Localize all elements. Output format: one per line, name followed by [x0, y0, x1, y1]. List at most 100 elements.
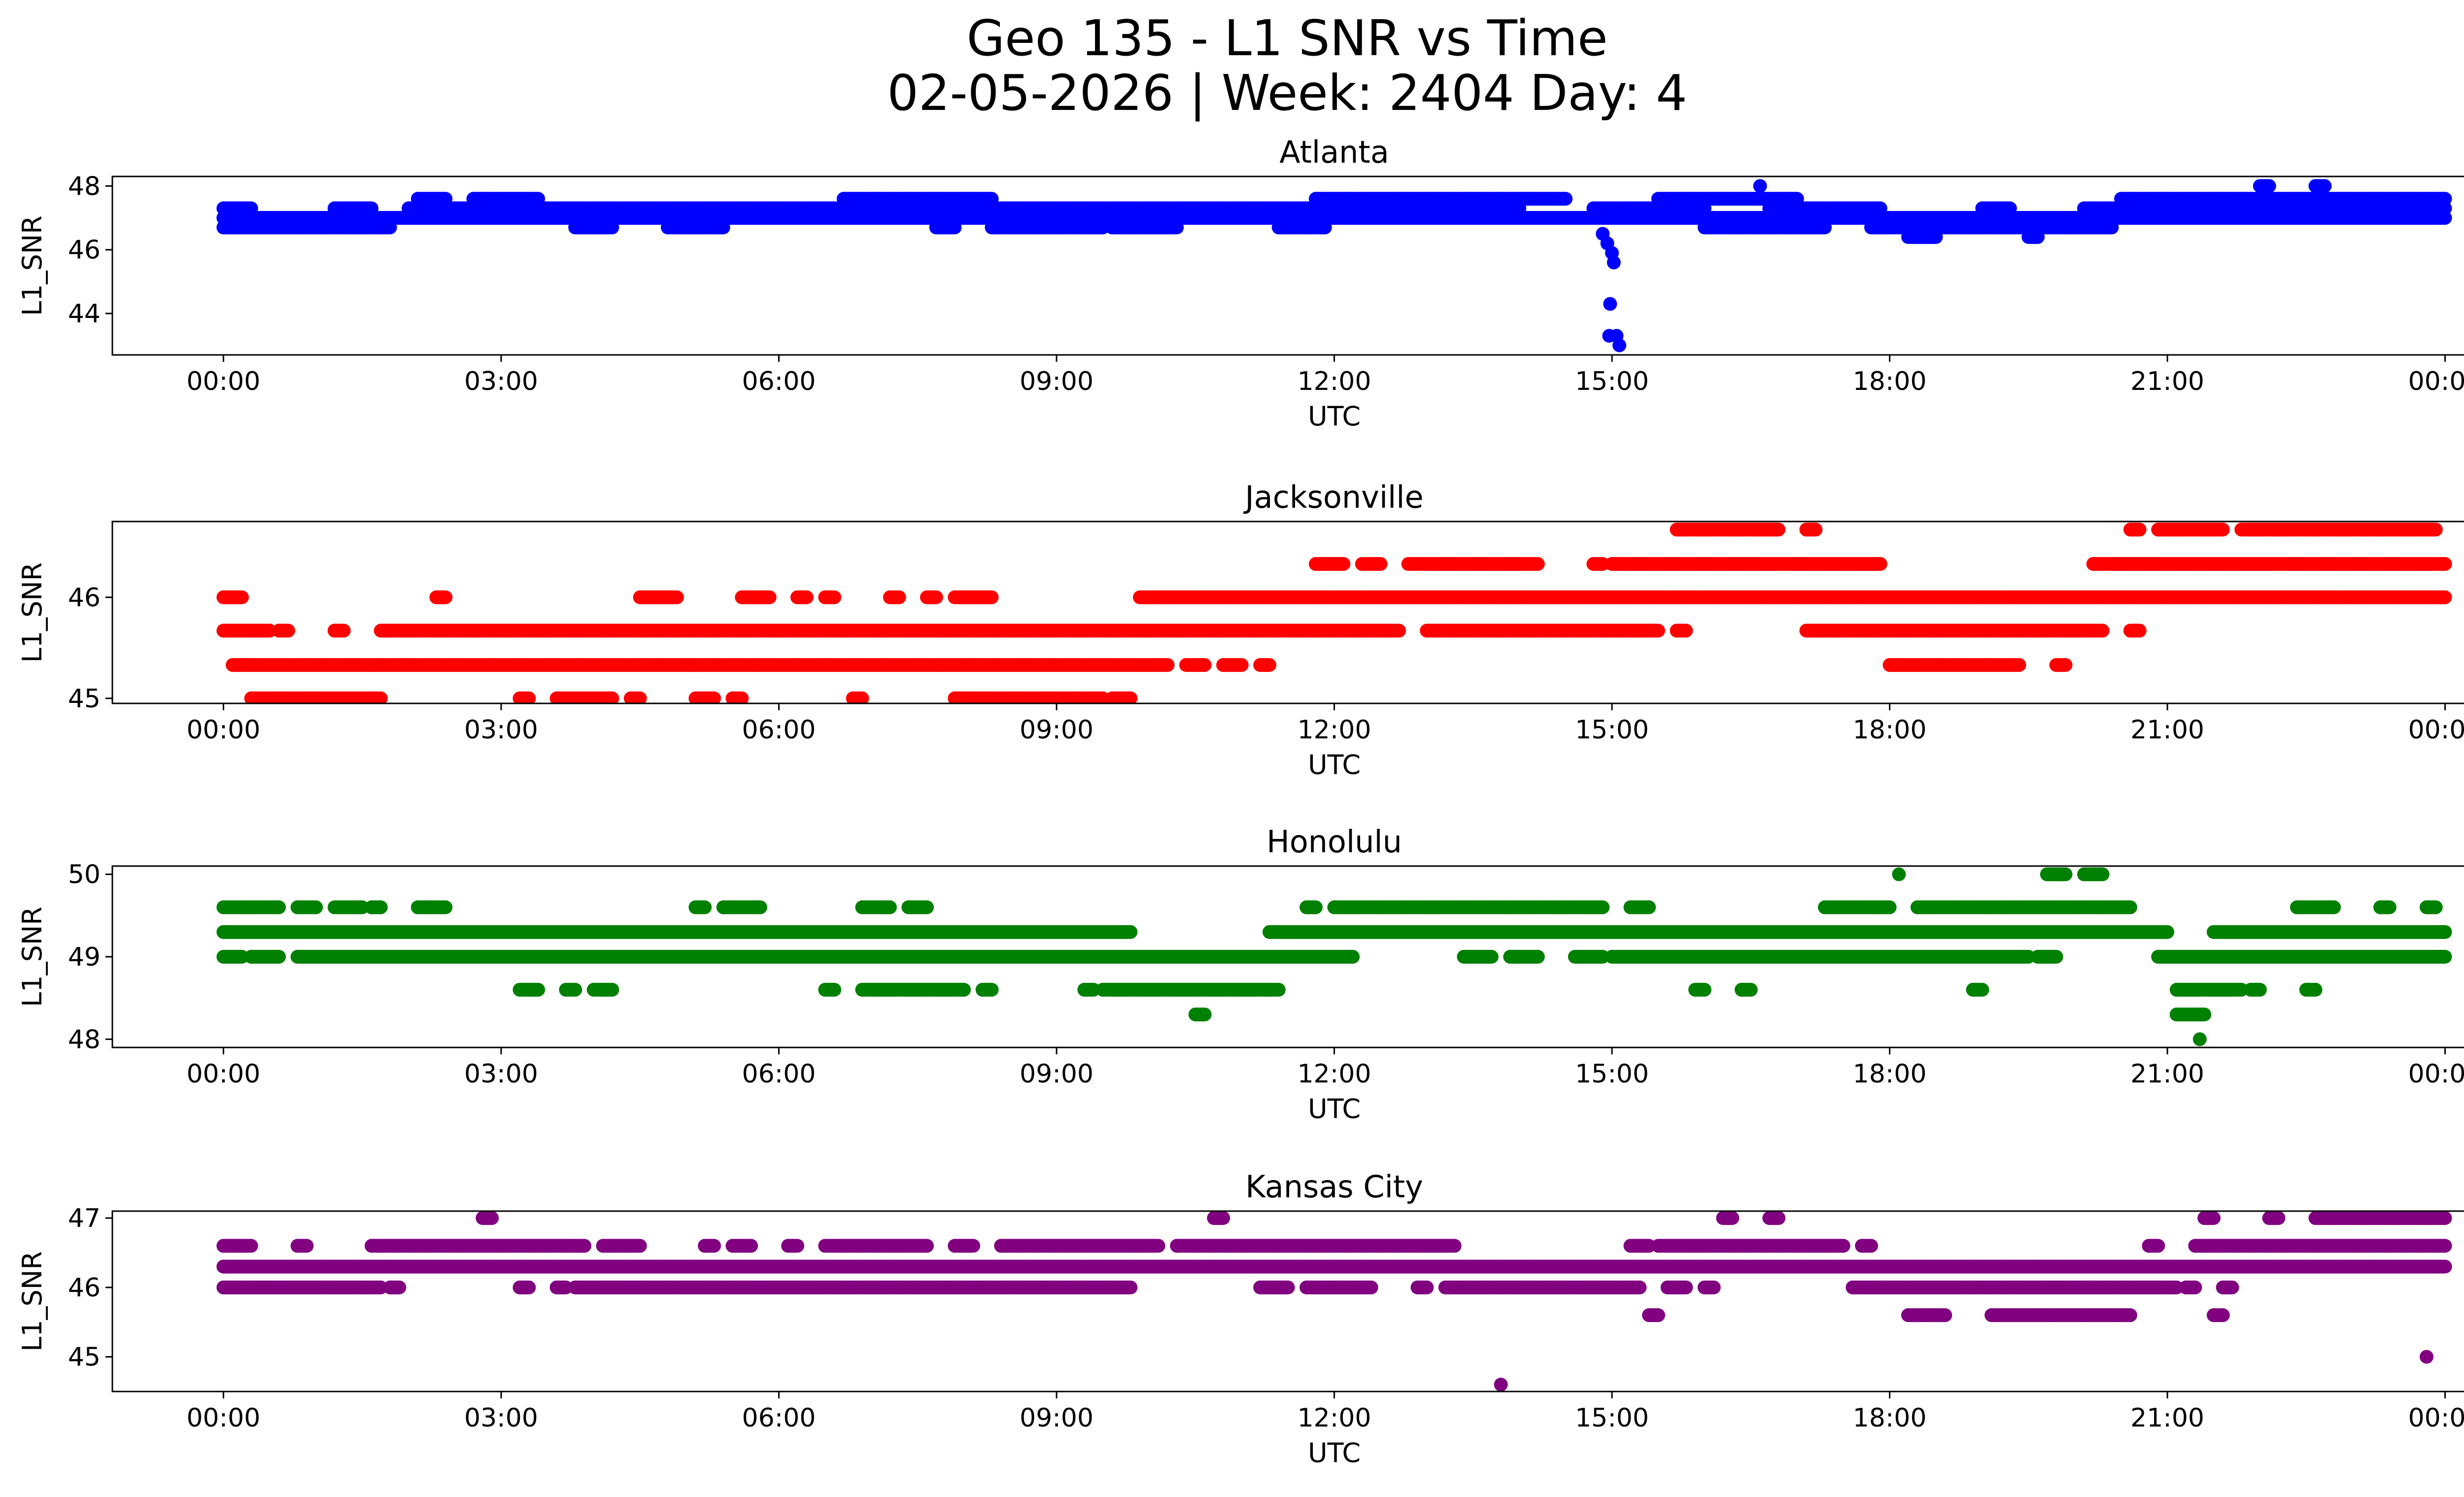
- data-point: [1319, 192, 1334, 206]
- data-point: [1762, 220, 1777, 235]
- data-point: [2062, 1280, 2077, 1294]
- data-point: [420, 950, 435, 964]
- data-point: [1182, 982, 1197, 997]
- data-point: [1909, 950, 1923, 964]
- data-point: [1401, 557, 1415, 571]
- data-point: [2162, 557, 2176, 571]
- data-point: [880, 192, 894, 206]
- data-point: [1176, 624, 1190, 638]
- data-point: [813, 1259, 827, 1274]
- data-point: [1913, 925, 1927, 939]
- data-point: [736, 1239, 751, 1253]
- data-point: [2397, 522, 2411, 537]
- data-point: [336, 1259, 350, 1274]
- data-point: [1027, 1239, 1041, 1253]
- data-point: [2249, 557, 2263, 571]
- data-point: [818, 590, 832, 604]
- data-point: [357, 1280, 372, 1294]
- data-point: [498, 925, 513, 939]
- data-point: [899, 1259, 914, 1274]
- data-point: [1190, 658, 1204, 672]
- data-point: [1673, 192, 1687, 206]
- panel-points: [216, 867, 2452, 1046]
- data-point: [1393, 925, 1407, 939]
- data-point: [2028, 1308, 2042, 1323]
- x-axis-label: UTC: [1308, 1093, 1361, 1124]
- data-point: [349, 201, 363, 215]
- data-point: [1848, 590, 1863, 604]
- data-point: [2092, 624, 2106, 638]
- data-point: [876, 950, 890, 964]
- data-point: [2008, 1280, 2022, 1294]
- data-point: [249, 1259, 263, 1274]
- x-tick-label: 12:00: [1298, 715, 1371, 745]
- data-point: [1577, 590, 1592, 604]
- data-point: [2000, 590, 2015, 604]
- data-point: [2124, 1259, 2139, 1274]
- data-point: [1730, 220, 1744, 235]
- data-point: [2358, 590, 2372, 604]
- data-point: [1474, 1259, 1488, 1274]
- data-point: [1705, 192, 1719, 206]
- data-point: [1104, 658, 1118, 672]
- data-point: [564, 201, 579, 215]
- data-point: [1095, 982, 1110, 997]
- data-point: [991, 691, 1005, 703]
- data-point: [1634, 1239, 1648, 1253]
- data-point: [342, 691, 356, 703]
- data-point: [905, 1239, 919, 1253]
- x-tick-label: 00:00: [186, 367, 260, 396]
- data-point: [368, 1280, 382, 1294]
- data-point: [2372, 1239, 2387, 1253]
- data-point: [2298, 1259, 2312, 1274]
- data-point: [1794, 925, 1808, 939]
- data-point: [980, 590, 994, 604]
- data-point: [271, 925, 285, 939]
- data-point: [1441, 1259, 1456, 1274]
- data-point: [227, 1280, 241, 1294]
- data-point: [1227, 658, 1241, 672]
- data-point: [216, 624, 231, 638]
- data-point: [963, 658, 977, 672]
- data-point: [1634, 900, 1648, 914]
- data-point: [1995, 950, 2010, 964]
- data-point: [2048, 220, 2062, 235]
- data-point: [216, 925, 231, 939]
- data-point: [628, 1239, 643, 1253]
- data-point: [2341, 1259, 2356, 1274]
- data-point: [1632, 590, 1646, 604]
- data-point: [2308, 1211, 2323, 1225]
- data-point: [2363, 1259, 2377, 1274]
- data-point: [1622, 1280, 1637, 1294]
- data-point: [563, 1259, 578, 1274]
- data-point: [2346, 950, 2361, 964]
- data-point: [1354, 1280, 1368, 1294]
- data-point: [2346, 557, 2361, 571]
- data-point: [1457, 950, 1471, 964]
- data-point: [1669, 1259, 1683, 1274]
- data-point: [1431, 1259, 1445, 1274]
- data-point: [811, 658, 825, 672]
- data-point: [2312, 900, 2326, 914]
- data-point: [281, 1280, 296, 1294]
- data-point: [1311, 1259, 1326, 1274]
- data-point: [1557, 1280, 1572, 1294]
- data-point: [1441, 624, 1456, 638]
- data-point: [1155, 590, 1169, 604]
- data-point: [2303, 557, 2317, 571]
- data-point: [749, 201, 763, 215]
- data-point: [281, 220, 296, 235]
- data-point: [1781, 192, 1795, 206]
- data-point: [327, 900, 342, 914]
- x-tick-label: 00:00: [2408, 1403, 2464, 1433]
- data-point: [1952, 950, 1966, 964]
- data-point: [1903, 590, 1917, 604]
- data-point: [1204, 201, 1218, 215]
- data-point: [1310, 1280, 1325, 1294]
- data-point: [509, 925, 523, 939]
- data-point: [2417, 1211, 2431, 1225]
- data-point: [466, 925, 480, 939]
- data-point: [650, 1259, 664, 1274]
- data-point: [605, 950, 619, 964]
- data-point: [2271, 590, 2286, 604]
